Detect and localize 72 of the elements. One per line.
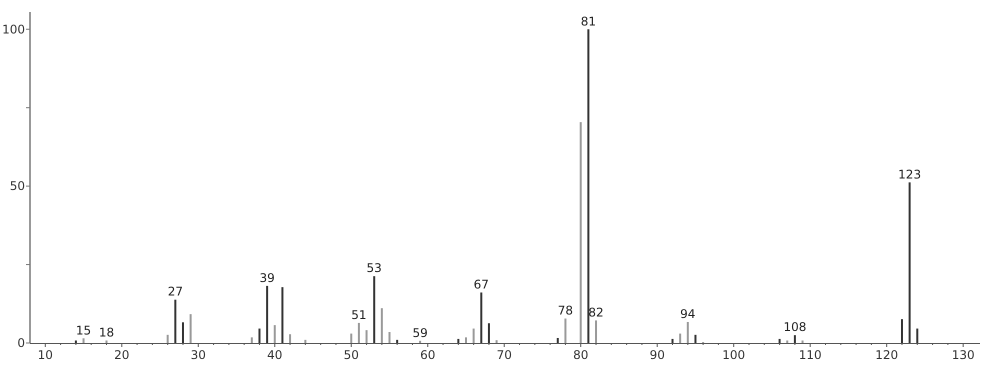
bar [289, 334, 292, 343]
annotation: 15 [76, 323, 92, 338]
annotation: 78 [558, 304, 574, 318]
x-tick-label: 130 [952, 348, 975, 362]
bar [350, 334, 352, 343]
bar [786, 340, 788, 343]
x-tick-label: 90 [650, 348, 665, 362]
bar [258, 328, 260, 343]
bar [794, 335, 796, 343]
x-tick-label: 30 [190, 348, 206, 362]
bar [908, 182, 911, 343]
bar [166, 334, 169, 343]
bar [916, 328, 918, 343]
annotation: 67 [474, 277, 489, 292]
bar [274, 325, 276, 343]
x-tick-label: 60 [420, 348, 436, 362]
bar [672, 338, 674, 343]
bar [182, 322, 184, 343]
bar [802, 340, 804, 343]
x-tick-label: 70 [496, 348, 512, 362]
bar [266, 286, 268, 343]
bar [358, 322, 360, 343]
bar [174, 300, 176, 343]
annotation: 59 [412, 326, 428, 340]
bar [900, 319, 903, 343]
bar [694, 334, 696, 343]
bar [366, 330, 368, 343]
bar [380, 308, 383, 343]
x-tick-label: 110 [798, 348, 822, 362]
bar [480, 292, 482, 343]
bar [373, 276, 376, 343]
bar [564, 318, 566, 343]
x-tick-label: 120 [875, 348, 898, 362]
annotation: 53 [366, 261, 382, 276]
bar [304, 340, 306, 343]
bar [105, 340, 108, 343]
bar [281, 287, 284, 343]
annotation: 123 [898, 167, 922, 182]
annotation: 94 [680, 306, 696, 321]
x-tick-label: 10 [38, 348, 53, 362]
bar [556, 338, 559, 343]
bar [472, 328, 475, 343]
bar [595, 320, 598, 343]
bar [580, 122, 582, 343]
y-tick-label: 0 [17, 336, 25, 350]
x-tick-label: 40 [267, 348, 282, 362]
x-tick-label: 80 [573, 348, 588, 362]
bar [74, 340, 77, 343]
bar [190, 314, 192, 343]
bar [686, 322, 689, 343]
x-tick-label: 20 [114, 348, 130, 362]
x-tick-label: 100 [722, 348, 746, 362]
bar [457, 338, 460, 343]
bar [388, 332, 390, 343]
bar [496, 340, 498, 343]
annotation: 27 [168, 284, 183, 299]
bar [778, 338, 781, 343]
annotation: 108 [783, 320, 806, 334]
bar [587, 29, 590, 343]
annotation: 39 [259, 270, 275, 285]
y-tick-label: 100 [2, 22, 25, 36]
x-tick-label: 50 [344, 348, 359, 362]
y-tick-label: 50 [10, 179, 25, 194]
annotation: 51 [351, 308, 367, 322]
bar [488, 323, 490, 343]
bar [396, 340, 398, 343]
bar [679, 334, 682, 343]
bar [82, 338, 85, 343]
bar [464, 337, 467, 343]
annotation: 81 [580, 14, 596, 28]
bar [250, 337, 253, 343]
annotation: 18 [98, 325, 114, 340]
